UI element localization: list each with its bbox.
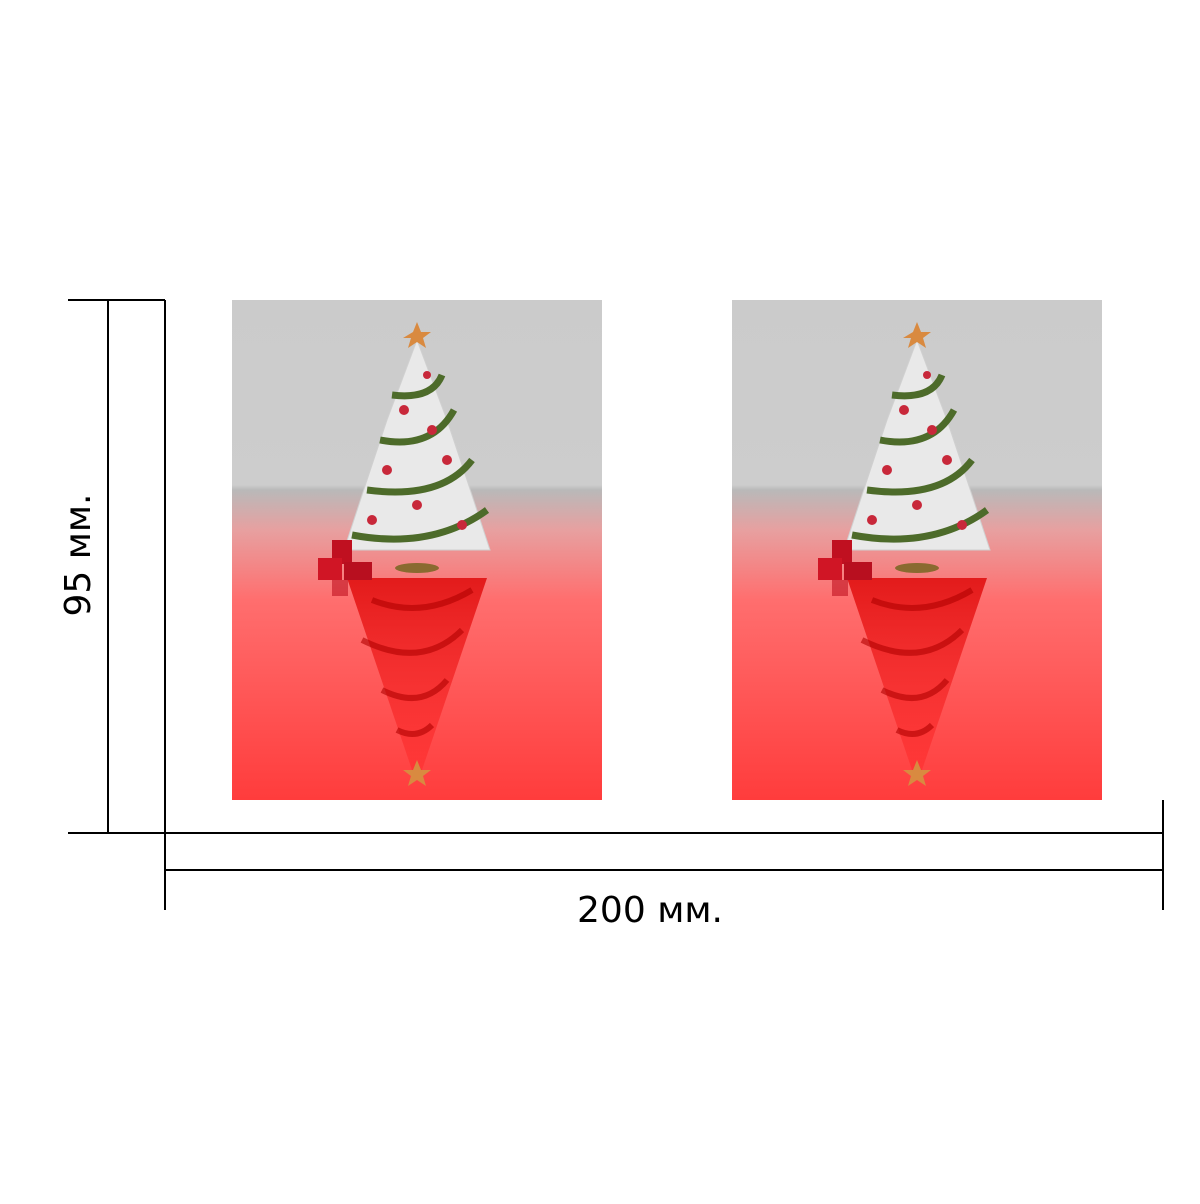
product-image (732, 300, 1102, 800)
product-image (232, 300, 602, 800)
height-label: 95 мм. (58, 493, 99, 616)
width-label: 200 мм. (577, 890, 723, 931)
